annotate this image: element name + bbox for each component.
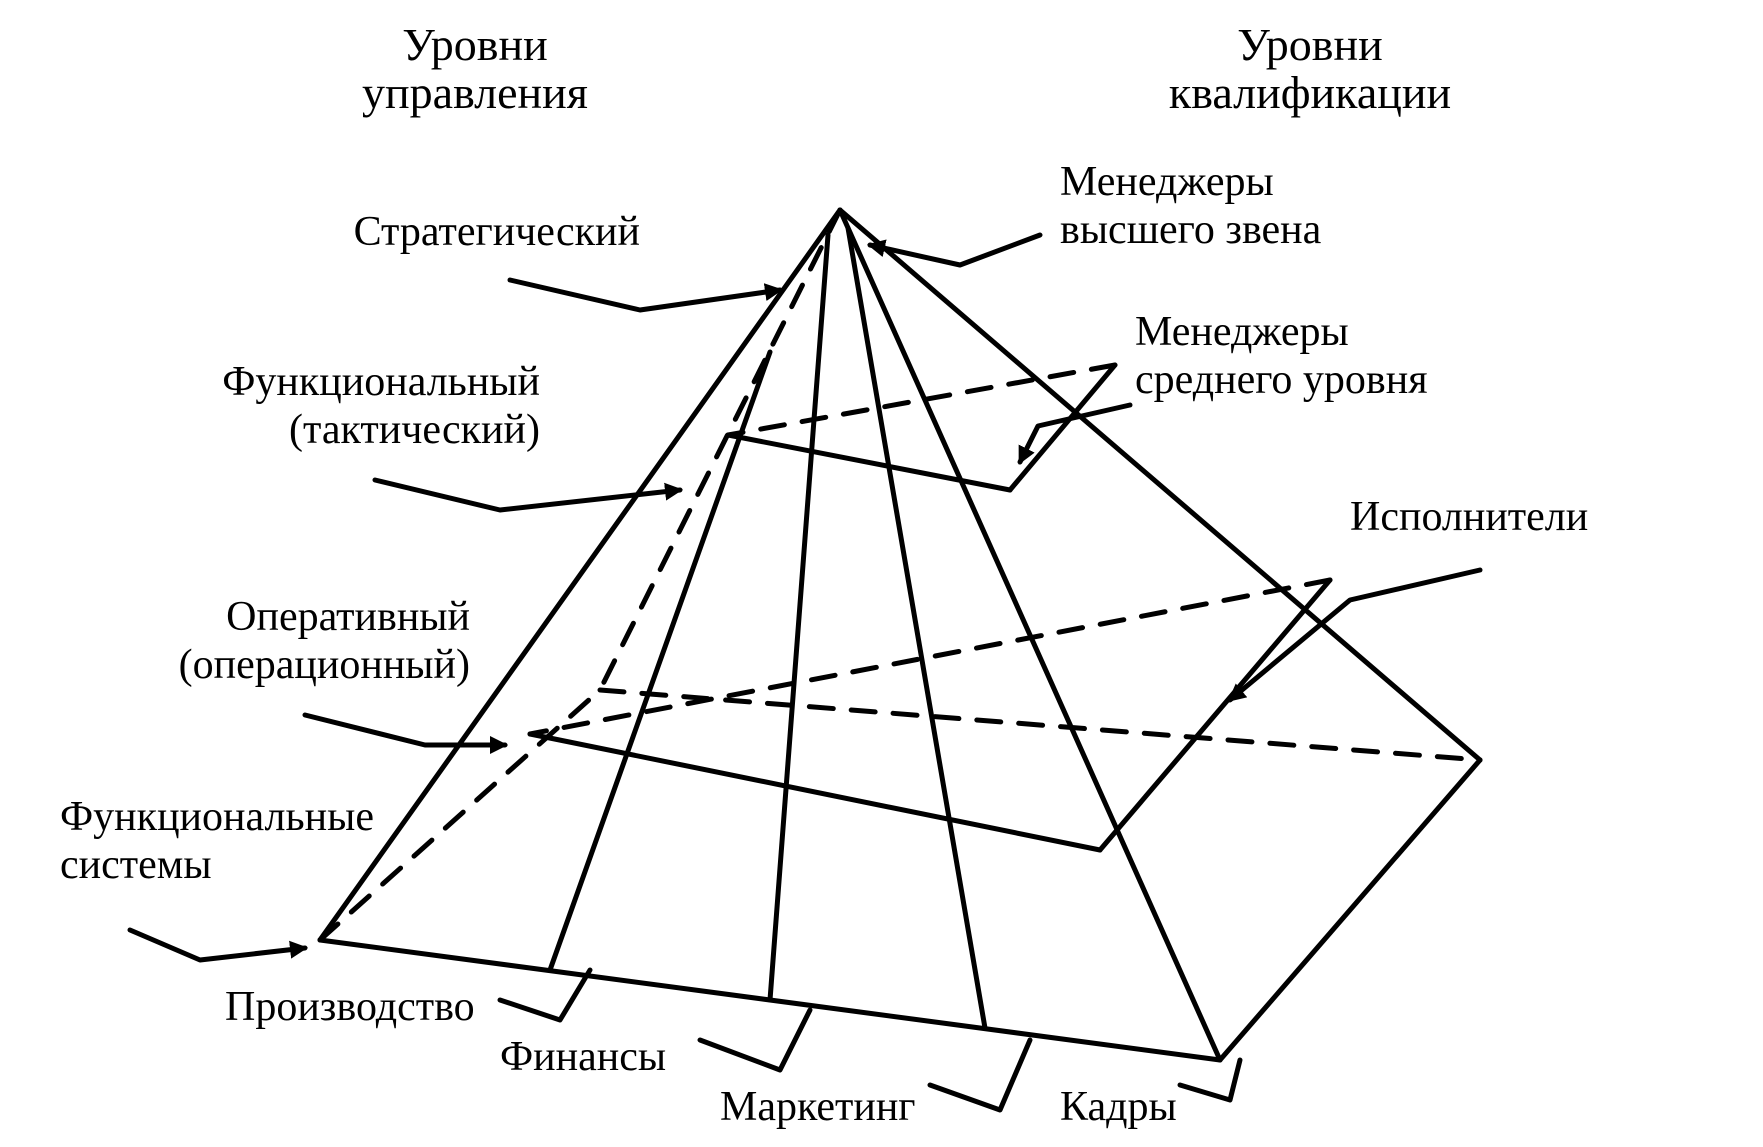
front-division-0 bbox=[550, 352, 770, 970]
level-left-strategic-label: Стратегический bbox=[354, 209, 640, 255]
header-management-levels: Уровниуправления bbox=[362, 19, 588, 118]
func-marketing-label: Маркетинг bbox=[720, 1084, 916, 1130]
edge-apex-backright bbox=[840, 210, 1480, 760]
func-marketing-hook bbox=[930, 1040, 1030, 1110]
header-qualification-levels: Уровниквалификации bbox=[1169, 19, 1451, 118]
front-division-1 bbox=[770, 235, 828, 1000]
slice-0-front bbox=[728, 435, 1010, 490]
edge-apex-frontleft bbox=[320, 210, 840, 940]
front-division-2 bbox=[848, 228, 985, 1028]
func-production-hook bbox=[500, 970, 590, 1020]
edge-base-right bbox=[1220, 760, 1480, 1060]
level-left-functional-arrow bbox=[375, 480, 680, 510]
func-finance-label: Финансы bbox=[500, 1034, 666, 1080]
slice-0-right bbox=[1010, 365, 1115, 490]
func-production-label: Производство bbox=[225, 984, 475, 1030]
func-hr-hook bbox=[1180, 1060, 1240, 1100]
level-right-executors-label: Исполнители bbox=[1350, 494, 1588, 540]
level-right-top-managers-label: Менеджерывысшего звена bbox=[1060, 159, 1322, 253]
func-hr-label: Кадры bbox=[1060, 1084, 1177, 1130]
slice-0-back bbox=[728, 365, 1115, 435]
level-left-strategic-arrow bbox=[510, 280, 780, 310]
functional-systems-arrow bbox=[130, 930, 305, 960]
level-right-mid-managers-label: Менеджерысреднего уровня bbox=[1135, 309, 1428, 403]
edge-base-back bbox=[600, 690, 1480, 760]
functional-systems-label: Функциональныесистемы bbox=[60, 794, 374, 888]
level-left-operational-label: Оперативный(операционный) bbox=[179, 594, 470, 688]
func-finance-hook bbox=[700, 1010, 810, 1070]
level-left-functional-label: Функциональный(тактический) bbox=[222, 359, 540, 453]
slice-1-right bbox=[1100, 580, 1330, 850]
